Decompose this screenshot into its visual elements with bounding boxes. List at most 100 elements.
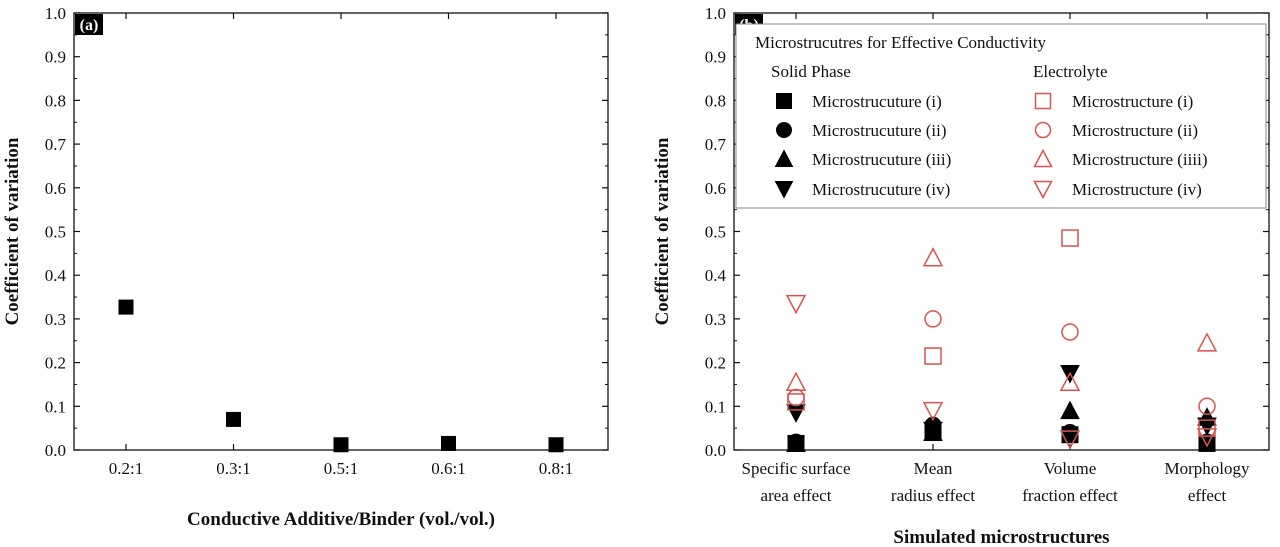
data-point [924, 347, 942, 365]
legend-item: Microstructure (ii) [1034, 121, 1198, 140]
y-tick-label: 0.1 [45, 397, 66, 416]
legend: Microstrucutres for Effective Conductivi… [735, 23, 1267, 209]
y-tick-label: 0.7 [45, 135, 67, 154]
y-tick-label: 0.8 [705, 91, 726, 110]
data-point [1196, 332, 1218, 352]
x-tick-label: 0.5:1 [324, 459, 358, 478]
data-point [1059, 371, 1081, 392]
x-tick-label: 0.6:1 [431, 459, 465, 478]
legend-label: Microstrucuture (ii) [812, 121, 947, 140]
legend-item: Microstrucuture (i) [776, 92, 942, 111]
x-tick-label: area effect [761, 486, 832, 505]
x-tick-label: effect [1188, 486, 1227, 505]
data-point [226, 411, 241, 427]
legend-marker [776, 122, 792, 138]
y-tick-label: 0.0 [45, 441, 66, 460]
legend-item: Microstructure (i) [1034, 92, 1193, 111]
chart-panel-a: 0.00.10.20.30.40.50.60.70.80.91.00.2:1 0.… [2, 4, 609, 530]
data-point [1061, 323, 1079, 341]
panel-label-bg [75, 14, 103, 35]
plot-frame [73, 12, 609, 451]
legend-label: Microstructure (i) [1072, 92, 1193, 111]
y-tick-label: 0.2 [45, 354, 66, 373]
legend-label: Microstrucuture (iv) [812, 180, 950, 199]
y-tick-label: 0.0 [705, 441, 726, 460]
y-tick-label: 0.3 [45, 310, 66, 329]
legend-item: Microstrucuture (ii) [776, 121, 947, 140]
y-axis: 0.0 0.1 0.2 0.3 0.4 0.5 0.6 0.7 0.8 0.9 1.0 [45, 4, 608, 460]
y-tick-label: 0.8 [45, 91, 66, 110]
x-axis: Specific surface area effect Mean radius ef… [741, 13, 1250, 505]
x-tick-label: Volume [1044, 459, 1097, 478]
y-tick-label: 1.0 [45, 4, 66, 23]
y-tick-label: 0.5 [705, 223, 726, 242]
y-axis-title: Coefficient of variation [2, 137, 23, 325]
data-point [1059, 430, 1081, 450]
x-tick-label: 0.8:1 [539, 459, 573, 478]
y-tick-label: 0.3 [705, 310, 726, 329]
y-tick-label: 0.4 [45, 266, 67, 285]
y-tick-label: 1.0 [705, 4, 726, 23]
y-axis: 0.0 0.1 0.2 0.3 0.4 0.5 0.6 0.7 0.8 0.9 1.0 [705, 4, 1269, 460]
panel-label: (a) [75, 14, 103, 35]
data-point [786, 404, 806, 423]
data-point [1198, 397, 1216, 416]
legend-marker [1034, 121, 1052, 139]
data-point [786, 433, 806, 452]
y-tick-label: 0.2 [705, 354, 726, 373]
legend-item: Microstrucuture (iv) [774, 180, 950, 199]
data-point [787, 388, 805, 407]
x-tick-label: 0.3:1 [216, 459, 250, 478]
data-point [333, 437, 349, 453]
data-point [118, 299, 134, 315]
data-points [118, 299, 564, 453]
data-point [922, 247, 944, 267]
x-tick-label: Morphology [1165, 459, 1251, 478]
legend-marker [1033, 148, 1053, 168]
x-tick-label: radius effect [891, 486, 975, 505]
y-axis-title: Coefficient of variation [652, 137, 673, 325]
data-point [1060, 400, 1080, 420]
legend-label: Microstructure (iv) [1072, 180, 1202, 199]
data-point [1061, 229, 1079, 247]
legend-label: Microstructure (ii) [1072, 121, 1198, 140]
x-axis: 0.2:1 0.3:1 0.5:1 0.6:1 0.8:1 [109, 13, 573, 478]
legend-label: Microstructure (iiii) [1072, 150, 1208, 169]
data-point [441, 435, 456, 451]
x-tick-label: Mean [914, 459, 953, 478]
x-axis-title: Simulated microstructures [893, 527, 1109, 547]
legend-marker [774, 149, 794, 167]
panel-label-text: (a) [80, 17, 99, 34]
data-point [922, 401, 944, 422]
data-point [785, 371, 807, 392]
legend-label: Microstrucuture (iii) [812, 150, 951, 169]
y-tick-label: 0.6 [45, 179, 66, 198]
data-point [787, 393, 805, 411]
data-points [785, 229, 1218, 452]
legend-group-electrolyte: Electrolyte [1033, 62, 1108, 81]
legend-marker [776, 93, 792, 109]
legend-title: Microstrucutres for Effective Conductivi… [755, 33, 1046, 52]
legend-item: Microstructure (iiii) [1033, 148, 1208, 169]
x-tick-label: 0.2:1 [109, 459, 143, 478]
legend-marker [1034, 92, 1052, 110]
data-point [548, 437, 564, 453]
legend-item: Microstructure (iv) [1033, 180, 1202, 200]
y-tick-label: 0.1 [705, 397, 726, 416]
data-point [924, 310, 942, 328]
y-tick-label: 0.9 [45, 48, 66, 67]
data-point [1196, 428, 1218, 448]
y-tick-label: 0.9 [705, 48, 726, 67]
legend-marker [1033, 180, 1053, 200]
data-point [923, 421, 943, 441]
y-tick-label: 0.4 [705, 266, 727, 285]
legend-box [735, 23, 1267, 209]
legend-label: Microstrucuture (i) [812, 92, 942, 111]
data-point [1197, 417, 1217, 437]
x-tick-label: fraction effect [1022, 486, 1118, 505]
legend-item: Microstrucuture (iii) [774, 149, 951, 169]
y-tick-label: 0.5 [45, 223, 66, 242]
x-axis-title: Conductive Additive/Binder (vol./vol.) [187, 509, 495, 530]
legend-marker [774, 181, 794, 199]
